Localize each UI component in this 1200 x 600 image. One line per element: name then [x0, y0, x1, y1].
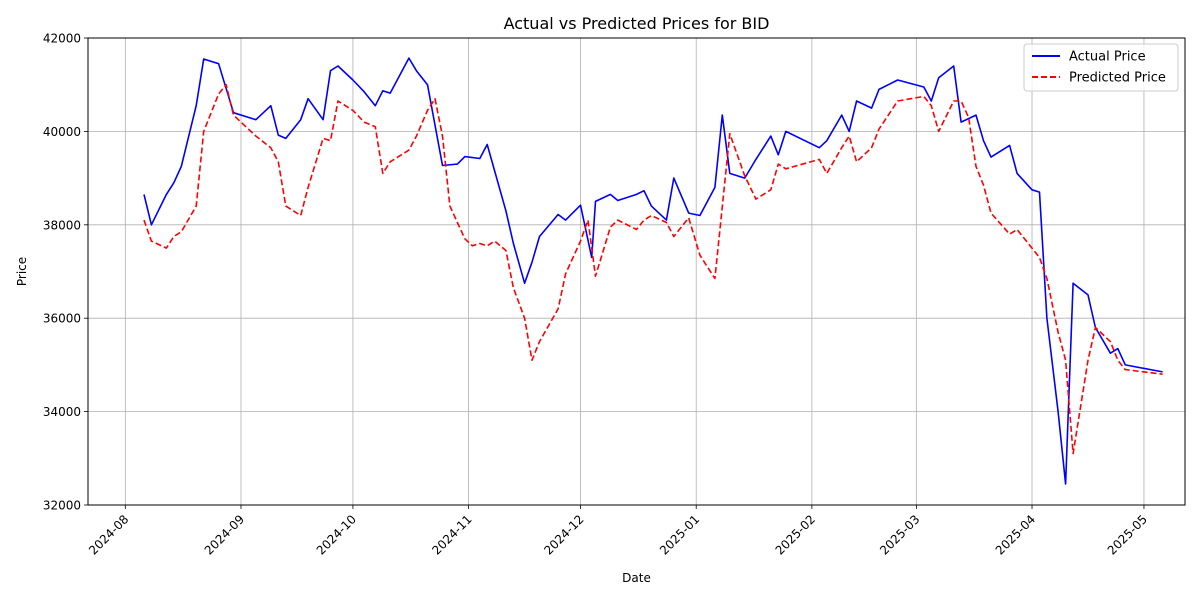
legend-label-predicted: Predicted Price	[1069, 71, 1166, 86]
x-axis-title: Date	[622, 571, 651, 585]
y-tick-label: 36000	[43, 312, 81, 326]
legend-label-actual: Actual Price	[1069, 50, 1146, 65]
chart-title: Actual vs Predicted Prices for BID	[504, 14, 770, 33]
y-tick-label: 34000	[43, 405, 81, 419]
y-tick-label: 32000	[43, 499, 81, 513]
plot-frame	[87, 37, 1186, 506]
legend: Actual Price Predicted Price	[1023, 43, 1179, 92]
y-tick-label: 42000	[43, 32, 81, 46]
predicted-price-line	[143, 83, 1163, 455]
legend-box	[1023, 43, 1179, 92]
series	[143, 57, 1163, 485]
y-axis-title: Price	[15, 257, 29, 286]
actual-price-line	[143, 57, 1163, 485]
y-tick-label: 38000	[43, 218, 81, 232]
y-tick-label: 40000	[43, 125, 81, 139]
